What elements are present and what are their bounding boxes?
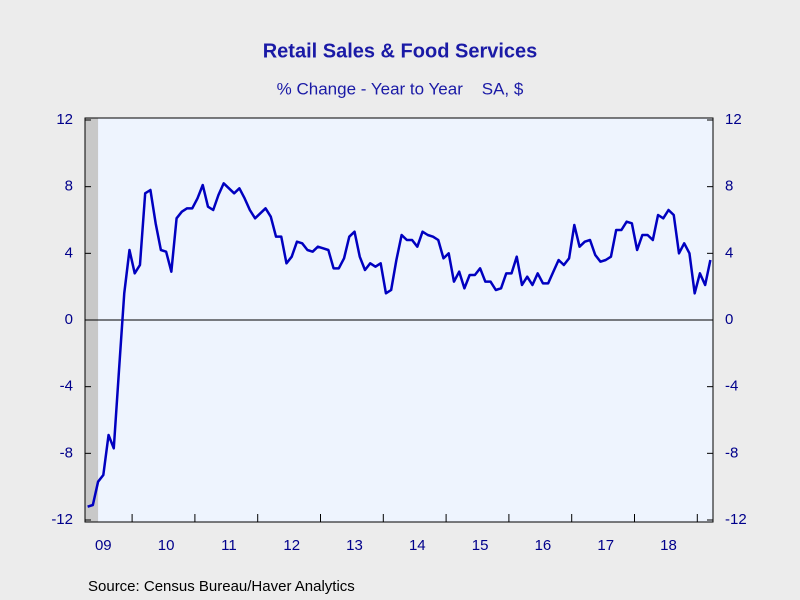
x-tick-label: 14 [409, 537, 426, 554]
x-tick-label: 09 [95, 537, 112, 554]
chart-subtitle: % Change - Year to Year SA, $ [277, 79, 524, 98]
x-tick-label: 11 [221, 537, 237, 554]
y-tick-label: 12 [56, 111, 73, 128]
x-tick-label: 10 [158, 537, 175, 554]
y2-tick-label: -8 [725, 444, 738, 461]
data-line [87, 182, 712, 508]
y-tick-label: 0 [65, 311, 73, 328]
x-tick-label: 16 [535, 537, 552, 554]
y-tick-label: -4 [60, 378, 73, 395]
y-tick-label: -12 [51, 511, 73, 528]
chart-title: Retail Sales & Food Services [263, 40, 538, 62]
y2-tick-label: 12 [725, 111, 742, 128]
y2-tick-label: 0 [725, 311, 733, 328]
x-tick-label: 17 [597, 537, 614, 554]
y2-tick-label: 8 [725, 178, 733, 195]
y2-tick-label: -12 [725, 511, 747, 528]
y-tick-label: -8 [60, 444, 73, 461]
y2-tick-label: -4 [725, 378, 738, 395]
x-tick-label: 12 [283, 537, 300, 554]
y2-tick-label: 4 [725, 244, 733, 261]
x-tick-label: 15 [472, 537, 489, 554]
plot-border [84, 117, 714, 523]
source-note: Source: Census Bureau/Haver Analytics [88, 578, 355, 595]
y-tick-label: 4 [65, 244, 73, 261]
y-tick-label: 8 [65, 178, 73, 195]
x-tick-label: 13 [346, 537, 363, 554]
x-tick-label: 18 [660, 537, 677, 554]
